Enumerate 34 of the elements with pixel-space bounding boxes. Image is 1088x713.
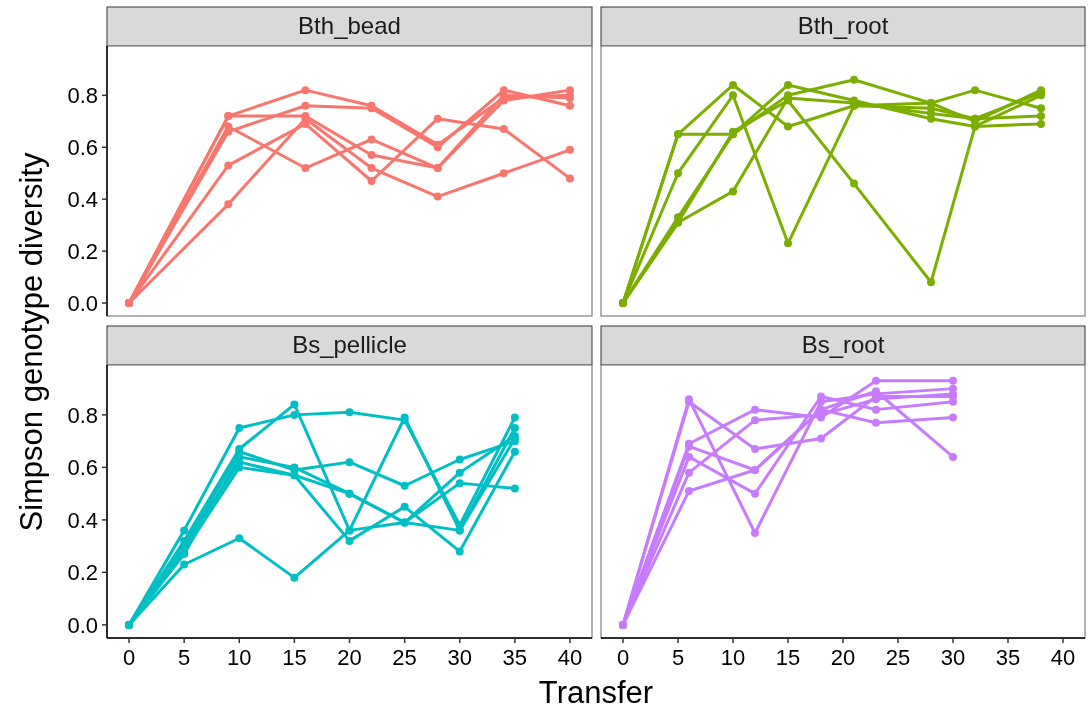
x-tick-label: 5 <box>671 645 685 670</box>
x-axis-title: Transfer <box>538 675 654 710</box>
x-tick-label: 35 <box>995 645 1021 670</box>
chart-title: Bth_bead <box>298 12 401 39</box>
y-tick-label: 0.2 <box>67 560 98 586</box>
y-tick-label: 0.8 <box>67 83 98 109</box>
chart-title: Bs_root <box>801 331 885 358</box>
y-tick-label: 0.4 <box>67 507 98 533</box>
x-tick-label: 40 <box>557 645 583 670</box>
x-tick-label: 40 <box>1050 645 1076 670</box>
x-tick-label: 15 <box>282 645 307 670</box>
x-tick-label: 0 <box>122 645 136 670</box>
x-tick-label: 0 <box>616 645 630 670</box>
x-tick-label: 15 <box>775 645 801 670</box>
chart-title: Bth_root <box>797 12 889 39</box>
x-tick-label: 30 <box>447 645 472 670</box>
y-tick-label: 0.8 <box>67 402 98 428</box>
x-tick-label: 10 <box>227 645 252 670</box>
x-tick-label: 25 <box>885 645 911 670</box>
y-tick-label: 0.6 <box>67 134 98 160</box>
x-tick-label: 10 <box>720 645 746 670</box>
x-tick-label: 20 <box>337 645 362 670</box>
y-tick-label: 0.4 <box>67 186 98 212</box>
y-tick-label: 0.2 <box>67 238 98 264</box>
y-tick-label: 0.6 <box>67 455 98 481</box>
y-tick-label: 0.0 <box>67 290 98 316</box>
y-tick-label: 0.0 <box>67 612 98 638</box>
x-tick-label: 35 <box>502 645 528 670</box>
x-tick-label: 25 <box>392 645 417 670</box>
y-axis-title: Simpson genotype diversity <box>14 151 49 532</box>
x-tick-label: 5 <box>178 645 191 670</box>
x-tick-label: 20 <box>830 645 856 670</box>
chart-title: Bs_pellicle <box>292 331 407 358</box>
x-tick-label: 30 <box>940 645 966 670</box>
